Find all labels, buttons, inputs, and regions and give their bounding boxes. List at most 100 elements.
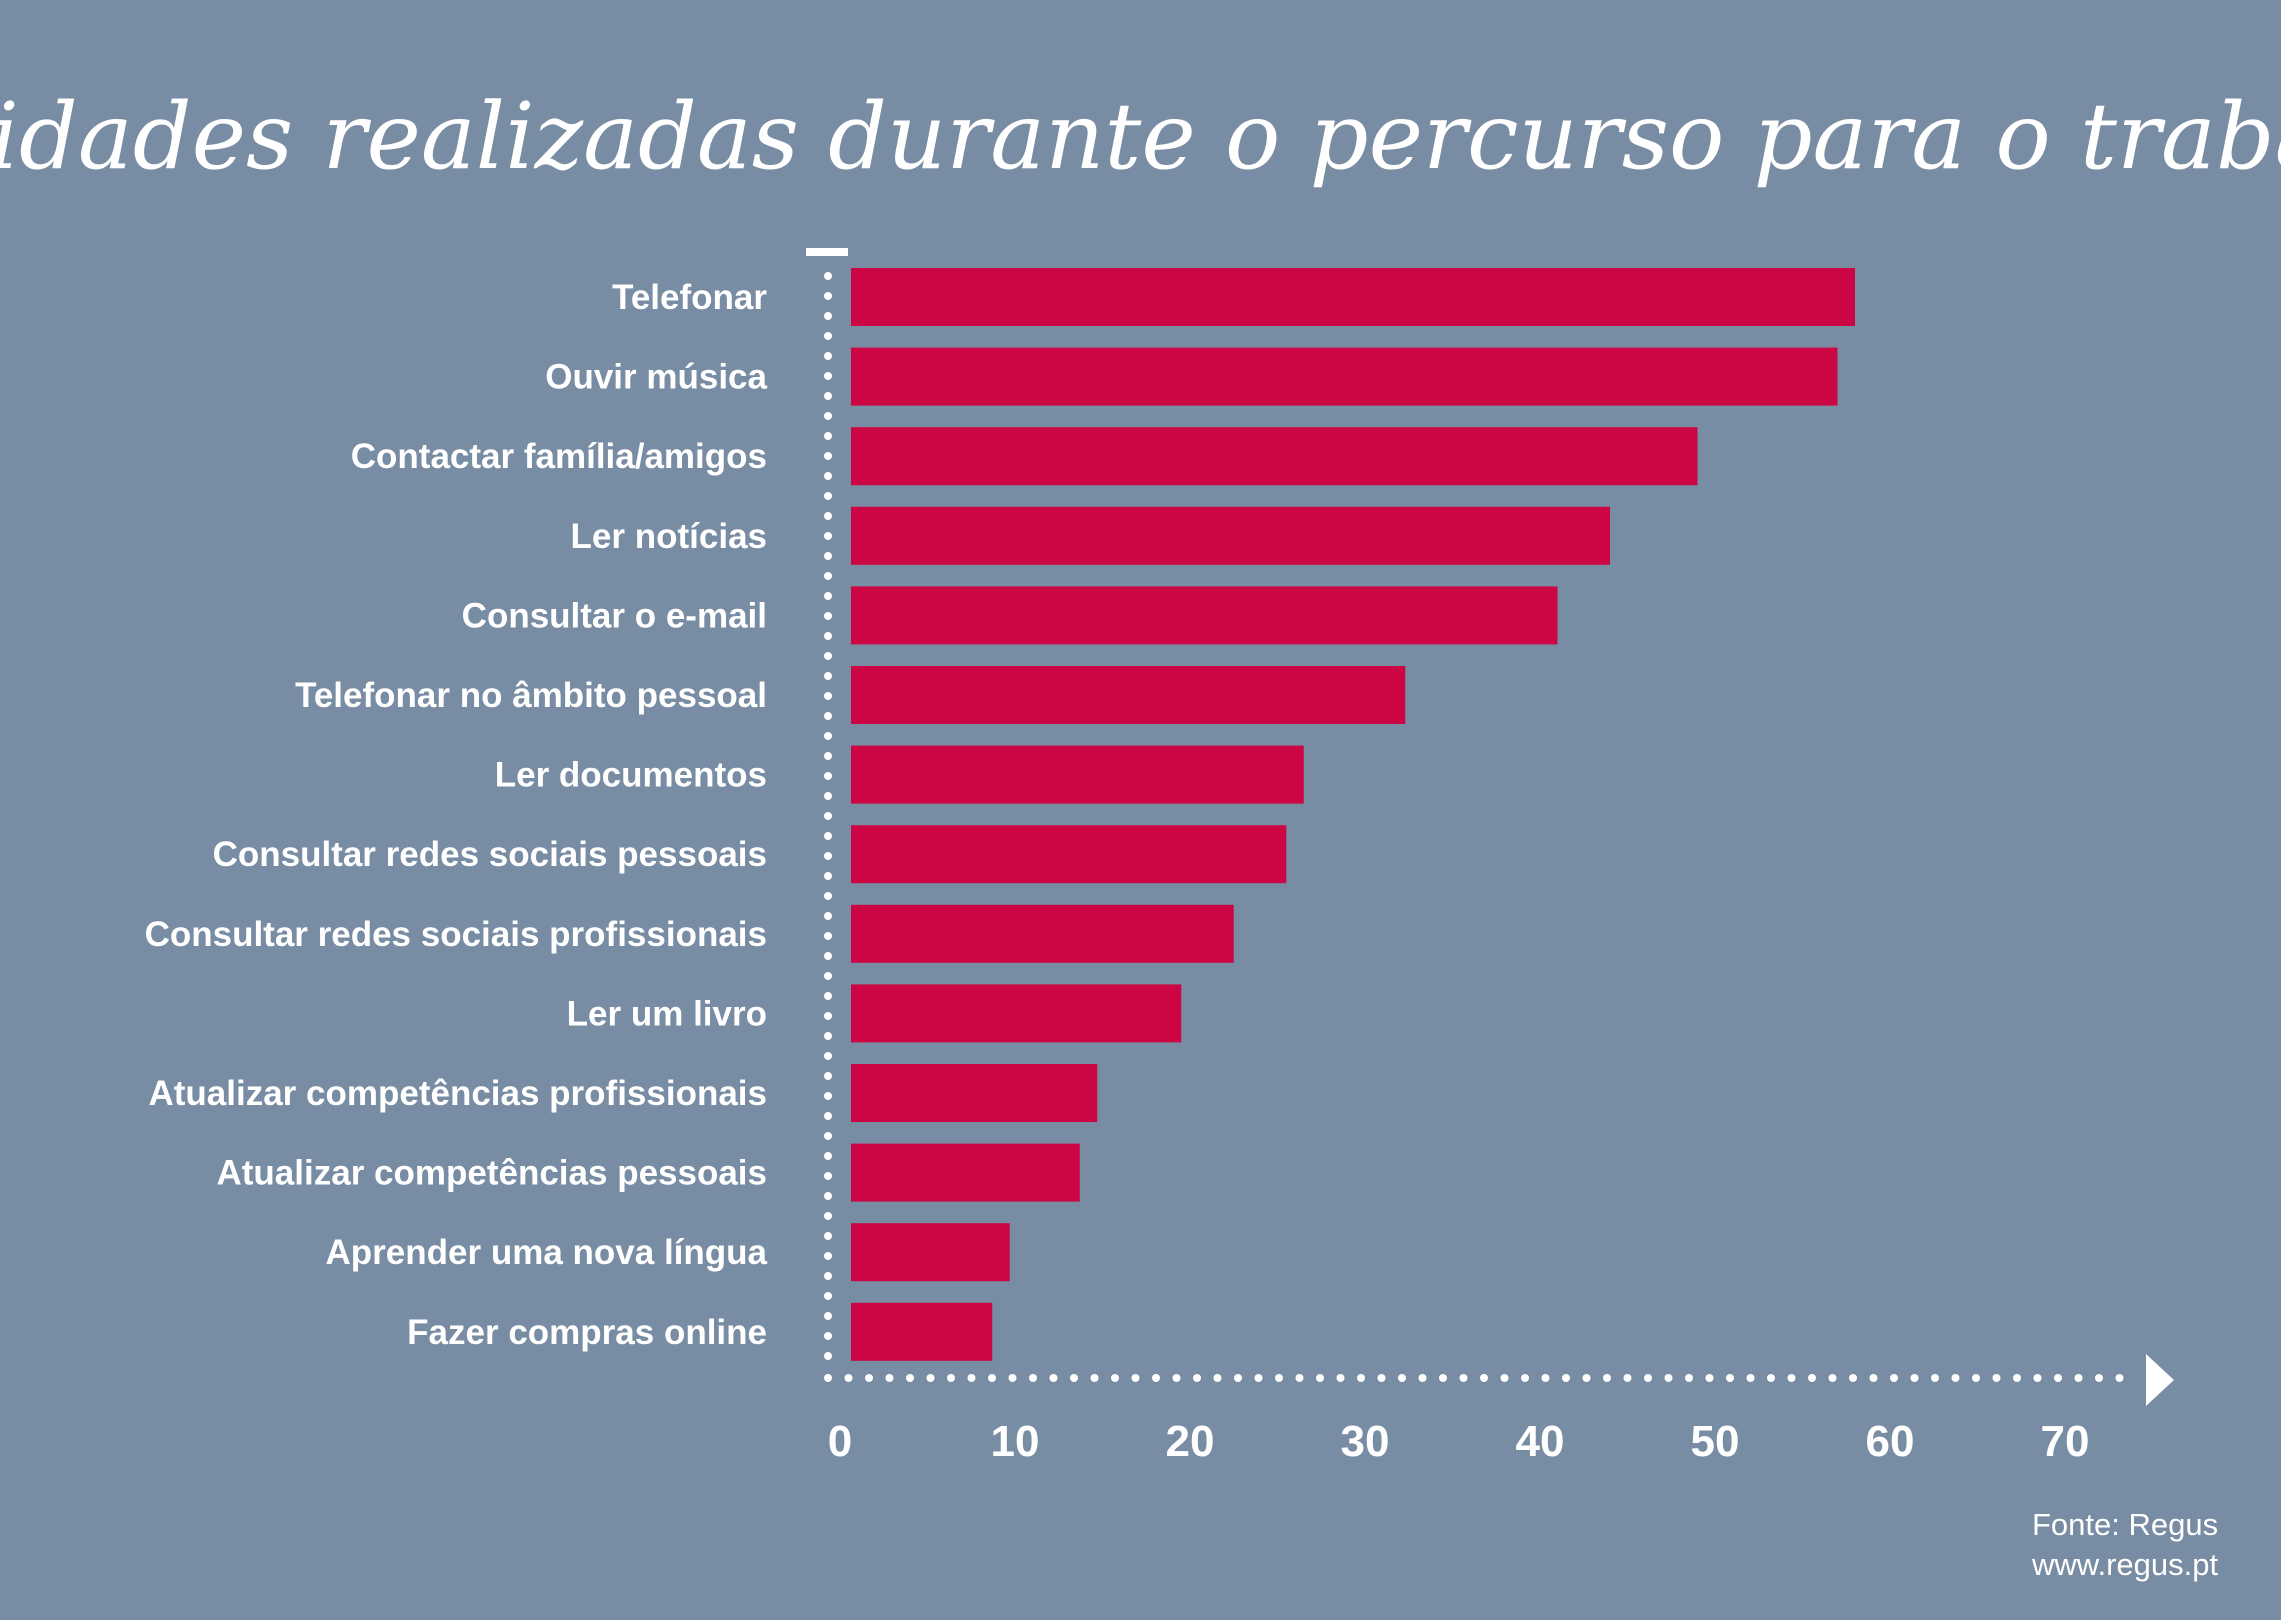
x-axis-dot-36 xyxy=(1562,1374,1570,1382)
x-axis-dot-9 xyxy=(1008,1374,1017,1382)
x-axis-dot-46 xyxy=(1767,1374,1775,1382)
category-label-9: Ler um livro xyxy=(567,994,767,1033)
y-axis-dot-38 xyxy=(824,1032,832,1040)
x-axis-dotted-line xyxy=(824,1374,2124,1382)
category-label-10: Atualizar competências profissionais xyxy=(148,1074,767,1113)
x-axis-dot-13 xyxy=(1090,1374,1099,1382)
x-axis-dot-25 xyxy=(1336,1374,1345,1382)
bar-2 xyxy=(851,427,1698,486)
y-axis-dot-18 xyxy=(824,632,832,640)
y-axis-dot-0 xyxy=(824,272,832,280)
y-axis-dot-36 xyxy=(824,992,832,1000)
y-axis-dot-45 xyxy=(824,1172,832,1180)
y-axis-dot-49 xyxy=(824,1252,832,1260)
source-line-1: Fonte: Regus xyxy=(2032,1507,2218,1542)
x-axis-dot-57 xyxy=(1992,1374,2001,1382)
y-axis-dot-8 xyxy=(824,432,832,440)
y-axis-dot-5 xyxy=(824,372,832,380)
x-axis-dot-20 xyxy=(1234,1374,1242,1382)
x-axis-dot-45 xyxy=(1746,1374,1755,1382)
y-axis-dot-34 xyxy=(824,952,832,960)
bar-4 xyxy=(851,586,1558,645)
y-axis-dot-22 xyxy=(824,712,832,720)
x-axis-dot-21 xyxy=(1254,1374,1263,1382)
y-axis-dot-1 xyxy=(824,292,832,300)
x-axis-dot-32 xyxy=(1480,1374,1488,1382)
y-axis-dot-42 xyxy=(824,1112,832,1120)
y-axis-dot-12 xyxy=(824,512,832,520)
y-axis-dot-53 xyxy=(824,1332,832,1340)
bar-6 xyxy=(851,745,1304,804)
x-axis-dot-14 xyxy=(1111,1374,1119,1382)
x-axis-dot-47 xyxy=(1787,1374,1796,1382)
y-axis-dot-40 xyxy=(824,1072,832,1080)
y-axis-dot-35 xyxy=(824,972,832,980)
chart-title: Atividades realizadas durante o percurso… xyxy=(0,83,2281,190)
bar-13 xyxy=(851,1302,993,1361)
x-tick-label-0: 0 xyxy=(828,1417,852,1466)
x-axis-dot-44 xyxy=(1726,1374,1734,1382)
y-axis-dot-39 xyxy=(824,1052,832,1060)
y-axis-dot-48 xyxy=(824,1232,832,1240)
y-axis-dot-44 xyxy=(824,1152,832,1160)
bar-9 xyxy=(851,984,1182,1043)
y-axis-dot-28 xyxy=(824,832,832,840)
x-axis-dot-59 xyxy=(2033,1374,2042,1382)
x-axis-dot-49 xyxy=(1828,1374,1837,1382)
x-axis-dot-29 xyxy=(1418,1374,1427,1382)
y-axis-dot-43 xyxy=(824,1132,832,1140)
x-axis-dot-61 xyxy=(2074,1374,2083,1382)
x-axis-dot-56 xyxy=(1972,1374,1980,1382)
y-axis-dot-47 xyxy=(824,1212,832,1220)
category-label-7: Consultar redes sociais pessoais xyxy=(213,835,767,874)
x-axis-dot-3 xyxy=(885,1374,894,1382)
x-axis-dot-19 xyxy=(1213,1374,1222,1382)
x-axis-dot-18 xyxy=(1193,1374,1201,1382)
y-axis-dot-20 xyxy=(824,672,832,680)
y-axis-dot-30 xyxy=(824,872,832,880)
y-axis-dot-9 xyxy=(824,452,832,460)
x-axis-dot-60 xyxy=(2054,1374,2062,1382)
y-axis-dot-54 xyxy=(824,1352,832,1360)
x-axis-dot-39 xyxy=(1623,1374,1632,1382)
x-axis-dot-26 xyxy=(1357,1374,1365,1382)
x-axis-dot-23 xyxy=(1295,1374,1304,1382)
x-axis-dot-10 xyxy=(1029,1374,1037,1382)
bar-11 xyxy=(851,1143,1080,1202)
x-tick-label-2: 20 xyxy=(1166,1417,1215,1466)
x-axis-dot-1 xyxy=(844,1374,853,1382)
x-axis-dot-15 xyxy=(1131,1374,1140,1382)
y-axis-dot-17 xyxy=(824,612,832,620)
x-axis-dot-34 xyxy=(1521,1374,1529,1382)
x-axis-dot-43 xyxy=(1705,1374,1714,1382)
bar-12 xyxy=(851,1223,1010,1282)
x-axis-dot-6 xyxy=(947,1374,955,1382)
category-label-13: Fazer compras online xyxy=(407,1313,767,1352)
x-axis-dot-53 xyxy=(1910,1374,1919,1382)
x-axis-dot-42 xyxy=(1685,1374,1693,1382)
x-axis-dot-54 xyxy=(1931,1374,1939,1382)
y-axis-dot-4 xyxy=(824,352,832,360)
x-axis-dot-52 xyxy=(1890,1374,1898,1382)
x-tick-label-7: 70 xyxy=(2041,1417,2090,1466)
x-axis-dot-31 xyxy=(1459,1374,1468,1382)
y-axis-dot-37 xyxy=(824,1012,832,1020)
x-axis-dot-7 xyxy=(967,1374,976,1382)
category-label-5: Telefonar no âmbito pessoal xyxy=(295,676,767,715)
bar-10 xyxy=(851,1064,1098,1122)
bars-group xyxy=(851,268,1855,1361)
y-axis-dot-50 xyxy=(824,1272,832,1280)
x-tick-label-5: 50 xyxy=(1691,1417,1740,1466)
y-axis-dot-29 xyxy=(824,852,832,860)
y-axis-dot-15 xyxy=(824,572,832,580)
x-axis-dot-30 xyxy=(1439,1374,1447,1382)
y-axis-dot-52 xyxy=(824,1312,832,1320)
y-axis-top-cap xyxy=(806,248,848,256)
bar-1 xyxy=(851,347,1838,406)
x-axis-dot-33 xyxy=(1500,1374,1509,1382)
x-axis-dot-50 xyxy=(1849,1374,1857,1382)
y-axis-dot-26 xyxy=(824,792,832,800)
y-axis-dot-51 xyxy=(824,1292,832,1300)
x-axis-dot-2 xyxy=(865,1374,873,1382)
x-axis-dot-55 xyxy=(1951,1374,1960,1382)
